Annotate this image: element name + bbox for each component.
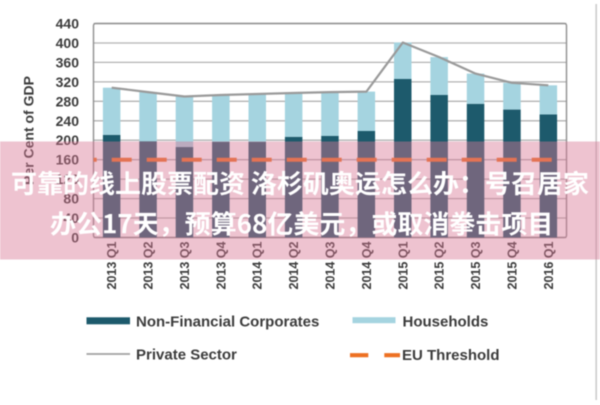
- svg-text:2014 Q3: 2014 Q3: [324, 241, 338, 289]
- svg-text:2015 Q4: 2015 Q4: [505, 241, 519, 289]
- svg-text:440: 440: [56, 16, 80, 32]
- svg-text:200: 200: [56, 132, 80, 148]
- svg-text:240: 240: [56, 113, 80, 129]
- svg-text:2013 Q4: 2013 Q4: [214, 241, 228, 289]
- svg-text:2015 Q2: 2015 Q2: [433, 241, 447, 289]
- svg-text:2015 Q1: 2015 Q1: [396, 241, 410, 289]
- svg-text:Private Sector: Private Sector: [136, 347, 237, 364]
- svg-text:2016 Q1: 2016 Q1: [542, 241, 556, 289]
- svg-text:400: 400: [56, 35, 80, 51]
- svg-text:2013 Q1: 2013 Q1: [105, 241, 119, 289]
- svg-text:320: 320: [56, 74, 80, 90]
- svg-text:Non-Financial Corporates: Non-Financial Corporates: [136, 314, 319, 331]
- svg-text:2014 Q1: 2014 Q1: [251, 241, 265, 289]
- svg-text:Households: Households: [403, 314, 489, 331]
- svg-text:2013 Q2: 2013 Q2: [142, 241, 156, 289]
- svg-text:280: 280: [56, 93, 80, 109]
- svg-text:Per Cent of GDP: Per Cent of GDP: [21, 76, 37, 185]
- svg-text:2014 Q4: 2014 Q4: [360, 241, 374, 289]
- svg-text:360: 360: [56, 54, 80, 70]
- svg-text:2014 Q2: 2014 Q2: [287, 241, 301, 289]
- svg-text:160: 160: [56, 152, 80, 168]
- svg-text:EU Threshold: EU Threshold: [402, 347, 500, 364]
- svg-text:0: 0: [71, 230, 79, 246]
- svg-text:2015 Q3: 2015 Q3: [469, 241, 483, 289]
- svg-text:2013 Q3: 2013 Q3: [178, 241, 192, 289]
